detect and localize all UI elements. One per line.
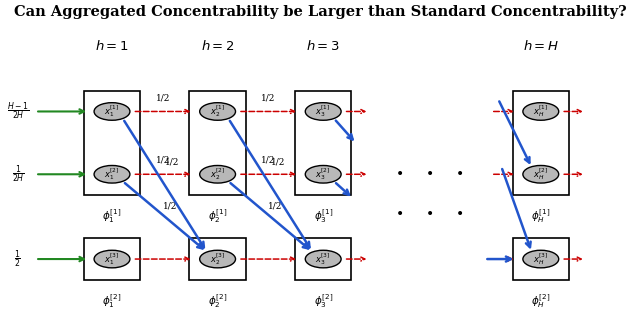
- Text: 1/2: 1/2: [156, 93, 170, 102]
- Text: 1/2: 1/2: [268, 201, 283, 210]
- Text: $x_2^{[2]}$: $x_2^{[2]}$: [210, 166, 225, 182]
- Text: $\frac{1}{2}$: $\frac{1}{2}$: [15, 248, 21, 270]
- Text: $h = 1$: $h = 1$: [95, 39, 129, 52]
- Text: $x_1^{[1]}$: $x_1^{[1]}$: [104, 104, 120, 119]
- Text: •: •: [426, 207, 434, 220]
- Bar: [513, 238, 569, 280]
- Bar: [189, 91, 246, 195]
- Text: 1/2: 1/2: [163, 201, 177, 210]
- Circle shape: [200, 103, 236, 120]
- Circle shape: [305, 250, 341, 268]
- Bar: [513, 91, 569, 195]
- Text: $x_1^{[3]}$: $x_1^{[3]}$: [104, 251, 120, 267]
- Text: 1/2: 1/2: [261, 156, 276, 165]
- Bar: [84, 91, 140, 195]
- Text: $\phi_3^{[2]}$: $\phi_3^{[2]}$: [314, 292, 333, 310]
- Text: $x_2^{[3]}$: $x_2^{[3]}$: [210, 251, 225, 267]
- Circle shape: [200, 165, 236, 183]
- Text: $x_1^{[2]}$: $x_1^{[2]}$: [104, 166, 120, 182]
- Circle shape: [305, 103, 341, 120]
- Bar: [295, 91, 351, 195]
- Text: $x_3^{[1]}$: $x_3^{[1]}$: [316, 104, 331, 119]
- Circle shape: [94, 250, 130, 268]
- Text: $\phi_2^{[2]}$: $\phi_2^{[2]}$: [208, 292, 227, 310]
- Text: $x_H^{[2]}$: $x_H^{[2]}$: [533, 166, 548, 182]
- Circle shape: [523, 103, 559, 120]
- Bar: [295, 238, 351, 280]
- Text: $\frac{H-1}{2H}$: $\frac{H-1}{2H}$: [7, 101, 29, 122]
- Bar: [84, 238, 140, 280]
- Text: •: •: [426, 167, 434, 181]
- Text: $h = 2$: $h = 2$: [201, 39, 234, 52]
- Circle shape: [200, 250, 236, 268]
- Text: $\phi_3^{[1]}$: $\phi_3^{[1]}$: [314, 207, 333, 225]
- Text: $\phi_1^{[1]}$: $\phi_1^{[1]}$: [102, 207, 122, 225]
- Text: $x_2^{[1]}$: $x_2^{[1]}$: [210, 104, 225, 119]
- Text: $h = 3$: $h = 3$: [306, 39, 340, 52]
- Text: $x_H^{[1]}$: $x_H^{[1]}$: [533, 104, 548, 119]
- Circle shape: [94, 103, 130, 120]
- Circle shape: [305, 165, 341, 183]
- Bar: [189, 238, 246, 280]
- Text: $\phi_2^{[1]}$: $\phi_2^{[1]}$: [208, 207, 227, 225]
- Text: •: •: [456, 207, 464, 220]
- Text: $\phi_H^{[1]}$: $\phi_H^{[1]}$: [531, 207, 550, 225]
- Text: $h = H$: $h = H$: [523, 39, 559, 52]
- Text: •: •: [396, 167, 404, 181]
- Text: $x_H^{[3]}$: $x_H^{[3]}$: [533, 251, 548, 267]
- Circle shape: [94, 165, 130, 183]
- Text: $\phi_1^{[2]}$: $\phi_1^{[2]}$: [102, 292, 122, 310]
- Circle shape: [523, 250, 559, 268]
- Text: $x_3^{[3]}$: $x_3^{[3]}$: [316, 251, 331, 267]
- Circle shape: [523, 165, 559, 183]
- Text: •: •: [396, 207, 404, 220]
- Text: $x_3^{[2]}$: $x_3^{[2]}$: [316, 166, 331, 182]
- Text: $\frac{1}{2H}$: $\frac{1}{2H}$: [12, 164, 24, 185]
- Text: 1/2: 1/2: [165, 157, 180, 166]
- Text: 1/2: 1/2: [156, 156, 170, 165]
- Text: 1/2: 1/2: [261, 93, 276, 102]
- Text: •: •: [456, 167, 464, 181]
- Text: Can Aggregated Concentrability be Larger than Standard Concentrability?: Can Aggregated Concentrability be Larger…: [13, 5, 627, 19]
- Text: $\phi_H^{[2]}$: $\phi_H^{[2]}$: [531, 292, 550, 310]
- Text: 1/2: 1/2: [271, 157, 285, 166]
